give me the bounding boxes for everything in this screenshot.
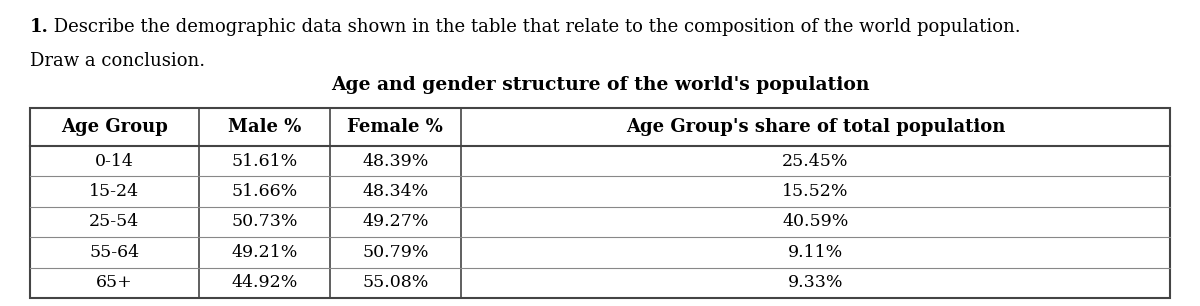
Text: Age Group's share of total population: Age Group's share of total population	[625, 118, 1006, 136]
Text: 9.11%: 9.11%	[788, 244, 844, 261]
Text: Describe the demographic data shown in the table that relate to the composition : Describe the demographic data shown in t…	[48, 18, 1021, 36]
Bar	[30, 108, 1170, 298]
Text: 15-24: 15-24	[89, 183, 139, 200]
Text: 1.: 1.	[30, 18, 49, 36]
Text: 51.66%: 51.66%	[232, 183, 298, 200]
Text: 44.92%: 44.92%	[232, 274, 298, 291]
Text: 50.79%: 50.79%	[362, 244, 428, 261]
Text: 0-14: 0-14	[95, 153, 133, 170]
Text: 15.52%: 15.52%	[782, 183, 848, 200]
Text: 25-54: 25-54	[89, 214, 139, 230]
Text: Age Group: Age Group	[61, 118, 168, 136]
Text: 25.45%: 25.45%	[782, 153, 848, 170]
Text: 49.27%: 49.27%	[362, 214, 428, 230]
Text: 49.21%: 49.21%	[232, 244, 298, 261]
Text: Male %: Male %	[228, 118, 301, 136]
Text: 55-64: 55-64	[89, 244, 139, 261]
Text: 55.08%: 55.08%	[362, 274, 428, 291]
Text: Female %: Female %	[348, 118, 443, 136]
Text: Age and gender structure of the world's population: Age and gender structure of the world's …	[331, 76, 869, 94]
Text: 51.61%: 51.61%	[232, 153, 298, 170]
Text: 40.59%: 40.59%	[782, 214, 848, 230]
Text: 65+: 65+	[96, 274, 133, 291]
Text: 48.39%: 48.39%	[362, 153, 428, 170]
Text: 48.34%: 48.34%	[362, 183, 428, 200]
Text: 9.33%: 9.33%	[787, 274, 844, 291]
Text: Draw a conclusion.: Draw a conclusion.	[30, 52, 205, 70]
Text: 50.73%: 50.73%	[232, 214, 298, 230]
